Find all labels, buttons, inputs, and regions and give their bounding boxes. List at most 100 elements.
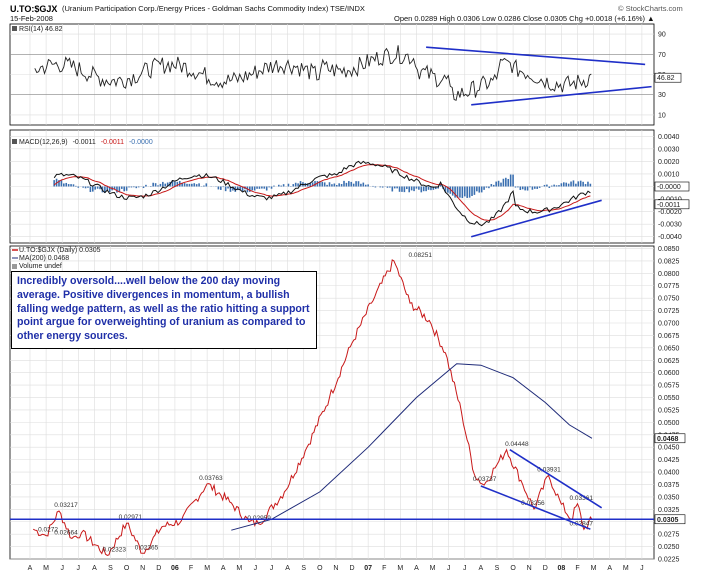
x-tick-label: M <box>591 565 597 572</box>
x-tick-label: A <box>479 565 484 572</box>
macd-legend-value: -0.0011 <box>73 139 96 146</box>
price-annotation: 0.03931 <box>537 466 561 473</box>
macd-legend-swatch <box>12 139 17 144</box>
x-tick-label: O <box>510 565 516 572</box>
price-annotation: 0.08251 <box>408 252 432 259</box>
x-tick-label: F <box>575 565 579 572</box>
x-tick-label: D <box>156 565 161 572</box>
macd-y-tick-label: 0.0020 <box>658 159 680 166</box>
price-y-tick-label: 0.0750 <box>658 296 680 303</box>
rsi-value-box <box>654 72 682 83</box>
x-tick-label: N <box>140 565 145 572</box>
x-tick-label: J <box>640 565 644 572</box>
price-annotation: 0.03217 <box>54 502 78 509</box>
x-tick-label: A <box>414 565 419 572</box>
rsi-legend: RSI(14) 46.82 <box>12 26 63 33</box>
x-tick-label: S <box>108 565 113 572</box>
price-value-box <box>654 514 686 525</box>
price-y-tick-label: 0.0425 <box>658 457 680 464</box>
rsi-legend-text: RSI(14) 46.82 <box>19 26 63 33</box>
macd-signal-line <box>53 164 591 222</box>
ma-200-line <box>231 363 593 531</box>
macd-y-tick-label: 0.0010 <box>658 171 680 178</box>
macd-y-tick-label: -0.0030 <box>658 222 682 229</box>
price-value-label: 0.0305 <box>657 517 679 524</box>
x-tick-label: D <box>543 565 548 572</box>
price-annotation: 0.02959 <box>247 515 271 522</box>
price-y-tick-label: 0.0575 <box>658 383 680 390</box>
macd-legend-signal: -0.0011 <box>101 139 124 146</box>
price-y-tick-label: 0.0800 <box>658 271 680 278</box>
rsi-y-tick-label: 70 <box>658 52 666 59</box>
price-y-tick-label: 0.0275 <box>658 532 680 539</box>
price-y-tick-label: 0.0725 <box>658 308 680 315</box>
macd-y-tick-label: 0.0040 <box>658 134 680 141</box>
price-y-tick-label: 0.0700 <box>658 321 680 328</box>
price-y-tick-label: 0.0500 <box>658 420 680 427</box>
price-y-tick-label: 0.0850 <box>658 246 680 253</box>
x-tick-label: A <box>28 565 33 572</box>
x-tick-label: J <box>270 565 274 572</box>
price-series-line <box>32 259 593 556</box>
x-tick-label: J <box>77 565 81 572</box>
price-y-tick-label: 0.0600 <box>658 370 680 377</box>
price-y-tick-label: 0.0375 <box>658 482 680 489</box>
price-annotation: 0.03763 <box>199 475 223 482</box>
x-tick-label: S <box>301 565 306 572</box>
price-value-label: 0.0468 <box>657 436 679 443</box>
price-y-tick-label: 0.0325 <box>658 507 680 514</box>
x-tick-label: A <box>285 565 290 572</box>
macd-value-box <box>654 199 690 210</box>
price-annotation: 0.02847 <box>569 520 593 527</box>
rsi-lower-trendline <box>471 85 652 106</box>
price-y-tick-label: 0.0625 <box>658 358 680 365</box>
x-tick-label: M <box>204 565 210 572</box>
price-annotation: 0.03361 <box>569 495 593 502</box>
x-tick-label: O <box>317 565 323 572</box>
price-y-tick-label: 0.0675 <box>658 333 680 340</box>
macd-divergence-trendline <box>470 199 602 238</box>
price-annotation: 0.0272 <box>38 527 58 534</box>
x-tick-label: O <box>124 565 130 572</box>
x-tick-label: J <box>447 565 451 572</box>
axis-labels: A M J J A S O N D 06 F M A M J J A S O N D 07 F M A M J J A S O N D 08 F M A… <box>28 32 690 572</box>
macd-y-tick-label: -0.0020 <box>658 209 682 216</box>
price-annotation: 0.04448 <box>505 441 529 448</box>
annotation-layer: 0.0272 0.03217 0.02664 0.02323 0.02971 0.0236… <box>38 252 593 554</box>
price-y-tick-label: 0.0400 <box>658 470 680 477</box>
price-y-tick-label: 0.0825 <box>658 258 680 265</box>
x-tick-label: J <box>254 565 258 572</box>
price-annotation: 0.03256 <box>521 500 545 507</box>
rsi-value-label: 46.82 <box>657 75 675 82</box>
macd-value-box <box>654 181 690 192</box>
price-y-tick-label: 0.0775 <box>658 283 680 290</box>
price-value-box <box>654 433 686 444</box>
commentary-note: Incredibly oversold....well below the 20… <box>11 271 317 349</box>
x-tick-label: D <box>350 565 355 572</box>
x-tick-label: M <box>623 565 629 572</box>
macd-line <box>53 160 591 227</box>
series-layer <box>32 45 593 556</box>
macd-value-label: -0.0011 <box>657 202 680 209</box>
macd-legend-hist: -0.0000 <box>129 139 153 146</box>
macd-y-tick-label: -0.0040 <box>658 234 682 241</box>
price-y-tick-label: 0.0450 <box>658 445 680 452</box>
source-credit: © StockCharts.com <box>618 4 683 13</box>
x-tick-label: 06 <box>171 565 179 572</box>
x-tick-label: S <box>495 565 500 572</box>
price-legend-text: U.TO:$GJX (Daily) 0.0305 <box>19 247 101 254</box>
price-y-tick-label: 0.0250 <box>658 544 680 551</box>
ma-legend-text: MA(200) 0.0468 <box>19 255 69 262</box>
price-y-tick-label: 0.0650 <box>658 345 680 352</box>
price-annotation: 0.02323 <box>103 546 127 553</box>
x-tick-label: J <box>60 565 64 572</box>
x-tick-label: 07 <box>364 565 372 572</box>
x-tick-label: 08 <box>557 565 565 572</box>
macd-legend-name: MACD(12,26,9) <box>19 139 68 146</box>
wedge-lower-trendline <box>480 485 591 530</box>
x-tick-label: N <box>333 565 338 572</box>
rsi-legend-swatch <box>12 26 17 31</box>
price-annotation: 0.03737 <box>473 476 497 483</box>
rsi-upper-trendline <box>426 46 646 66</box>
macd-value-label: -0.0000 <box>657 184 681 191</box>
